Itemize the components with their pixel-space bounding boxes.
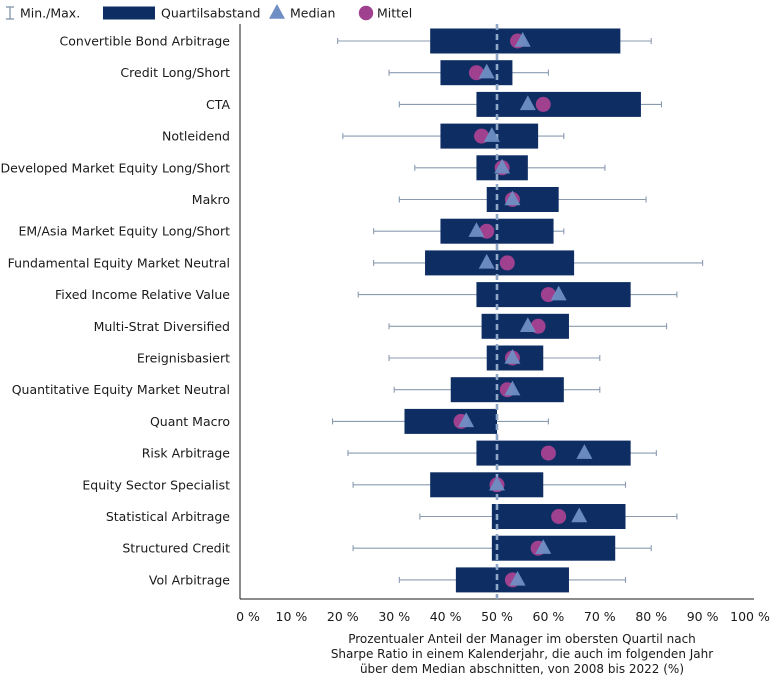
row-structured-credit: Structured Credit bbox=[122, 535, 652, 561]
category-label: Vol Arbitrage bbox=[149, 572, 230, 587]
row-statistical-arbitrage: Statistical Arbitrage bbox=[106, 504, 678, 529]
x-tick-label: 0 % bbox=[236, 609, 260, 624]
iqr-bar bbox=[486, 187, 559, 212]
median-marker bbox=[504, 349, 521, 364]
category-label: Ereignisbasiert bbox=[137, 351, 230, 366]
row-notleidend: Notleidend bbox=[162, 123, 565, 149]
median-marker bbox=[483, 127, 500, 142]
x-tick-label: 40 % bbox=[430, 609, 462, 624]
iqr-bar bbox=[476, 91, 641, 117]
median-marker bbox=[519, 95, 536, 111]
median-marker bbox=[458, 412, 475, 428]
row-vol-arbitrage: Vol Arbitrage bbox=[149, 567, 627, 593]
category-label: Equity Sector Specialist bbox=[82, 477, 230, 492]
legend-median-label: Median bbox=[290, 6, 335, 21]
x-tick-label: 30 % bbox=[378, 609, 410, 624]
row-em-asia-market-equity-long-short: EM/Asia Market Equity Long/Short bbox=[18, 218, 565, 244]
mean-marker bbox=[499, 255, 515, 271]
median-marker bbox=[504, 380, 521, 396]
category-label: Quant Macro bbox=[150, 414, 230, 429]
x-tick-label: 60 % bbox=[533, 609, 565, 624]
category-label: Multi-Strat Diversified bbox=[94, 319, 230, 334]
mean-marker bbox=[540, 445, 556, 461]
x-axis-title-line: Prozentualer Anteil der Manager im obers… bbox=[348, 632, 696, 646]
row-multi-strat-diversified: Multi-Strat Diversified bbox=[94, 313, 668, 339]
legend-mean-icon bbox=[358, 5, 374, 21]
category-label: Notleidend bbox=[162, 129, 230, 144]
mean-marker bbox=[551, 509, 567, 524]
category-label: Structured Credit bbox=[122, 541, 230, 556]
category-label: Statistical Arbitrage bbox=[106, 509, 230, 524]
x-axis-title-line: über dem Median abschnitten, von 2008 bi… bbox=[360, 662, 684, 676]
legend-iqr-swatch bbox=[103, 6, 155, 20]
iqr-bar bbox=[430, 472, 544, 498]
median-marker bbox=[550, 285, 567, 301]
row-makro: Makro bbox=[192, 187, 647, 212]
median-marker bbox=[514, 32, 531, 47]
x-tick-label: 70 % bbox=[584, 609, 616, 624]
category-label: EM/Asia Market Equity Long/Short bbox=[18, 224, 230, 239]
row-cta: CTA bbox=[206, 91, 663, 117]
row-ereignisbasiert: Ereignisbasiert bbox=[137, 345, 601, 371]
legend-minmax-label: Min./Max. bbox=[20, 6, 80, 21]
x-tick-label: 10 % bbox=[276, 609, 308, 624]
row-quant-macro: Quant Macro bbox=[150, 408, 549, 434]
x-tick-label: 100 % bbox=[730, 609, 770, 624]
category-label: Fundamental Equity Market Neutral bbox=[8, 255, 230, 270]
legend-mean-label: Mittel bbox=[377, 6, 412, 21]
row-credit-long-short: Credit Long/Short bbox=[120, 60, 549, 86]
median-marker bbox=[509, 570, 526, 586]
iqr-bar bbox=[425, 250, 575, 276]
category-label: Credit Long/Short bbox=[120, 65, 230, 80]
x-axis-title-line: Sharpe Ratio in einem Kalenderjahr, die … bbox=[331, 647, 713, 661]
category-label: Makro bbox=[192, 192, 230, 207]
x-tick-label: 80 % bbox=[635, 609, 667, 624]
row-fixed-income-relative-value: Fixed Income Relative Value bbox=[55, 282, 678, 308]
row-developed-market-equity-long-short: Developed Market Equity Long/Short bbox=[0, 155, 606, 181]
median-marker bbox=[571, 507, 588, 523]
category-label: Convertible Bond Arbitrage bbox=[60, 34, 231, 49]
median-marker bbox=[519, 317, 536, 333]
iqr-bar bbox=[404, 408, 497, 434]
median-marker bbox=[489, 475, 505, 491]
x-tick-label: 50 % bbox=[481, 609, 513, 624]
median-marker bbox=[504, 190, 521, 206]
median-marker bbox=[535, 539, 552, 554]
category-label: Fixed Income Relative Value bbox=[55, 287, 230, 302]
legend: Min./Max. Quartilsabstand Median Mittel bbox=[6, 4, 412, 21]
category-label: Developed Market Equity Long/Short bbox=[0, 160, 230, 175]
median-marker bbox=[494, 158, 511, 174]
median-marker bbox=[468, 222, 485, 237]
row-equity-sector-specialist: Equity Sector Specialist bbox=[82, 472, 627, 498]
category-label: Risk Arbitrage bbox=[142, 446, 231, 461]
iqr-bar bbox=[491, 535, 616, 561]
category-label: CTA bbox=[206, 97, 230, 112]
x-tick-label: 90 % bbox=[687, 609, 719, 624]
row-convertible-bond-arbitrage: Convertible Bond Arbitrage bbox=[60, 28, 652, 54]
row-fundamental-equity-market-neutral: Fundamental Equity Market Neutral bbox=[8, 250, 704, 276]
median-marker bbox=[478, 63, 495, 79]
row-risk-arbitrage: Risk Arbitrage bbox=[142, 440, 657, 466]
x-tick-label: 20 % bbox=[327, 609, 359, 624]
category-label: Quantitative Equity Market Neutral bbox=[12, 382, 230, 397]
mean-marker bbox=[535, 96, 551, 112]
legend-median-icon bbox=[269, 4, 285, 19]
legend-iqr-label: Quartilsabstand bbox=[161, 6, 260, 21]
median-marker bbox=[576, 444, 593, 459]
median-marker bbox=[478, 253, 495, 269]
